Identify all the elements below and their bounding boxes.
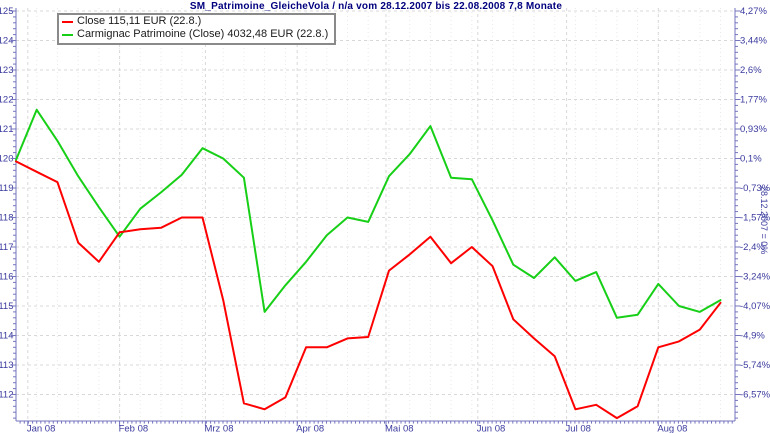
svg-text:115: 115 bbox=[0, 301, 14, 312]
svg-text:Aug 08: Aug 08 bbox=[657, 424, 687, 433]
svg-text:118: 118 bbox=[0, 213, 14, 224]
svg-text:-0,73%: -0,73% bbox=[740, 183, 770, 194]
svg-text:0,1%: 0,1% bbox=[740, 154, 762, 165]
svg-text:119: 119 bbox=[0, 183, 14, 194]
svg-text:122: 122 bbox=[0, 95, 14, 106]
svg-text:2,6%: 2,6% bbox=[740, 65, 762, 76]
svg-text:123: 123 bbox=[0, 65, 14, 76]
svg-text:Apr 08: Apr 08 bbox=[296, 424, 324, 433]
svg-text:4,27%: 4,27% bbox=[740, 6, 767, 17]
svg-text:0,93%: 0,93% bbox=[740, 124, 767, 135]
svg-text:114: 114 bbox=[0, 331, 14, 342]
svg-text:113: 113 bbox=[0, 360, 14, 371]
svg-text:124: 124 bbox=[0, 36, 14, 47]
svg-text:-1,57%: -1,57% bbox=[740, 213, 770, 224]
svg-text:1,77%: 1,77% bbox=[740, 95, 767, 106]
svg-text:-3,24%: -3,24% bbox=[740, 272, 770, 283]
svg-text:117: 117 bbox=[0, 242, 14, 253]
svg-text:Jun 08: Jun 08 bbox=[477, 424, 506, 433]
svg-text:Feb 08: Feb 08 bbox=[119, 424, 149, 433]
legend-swatch-red-line bbox=[62, 20, 73, 23]
chart-title: SM_Patrimoine_GleicheVola / n/a vom 28.1… bbox=[189, 1, 563, 12]
svg-text:-5,74%: -5,74% bbox=[740, 360, 770, 371]
legend-swatch-green-line bbox=[62, 33, 73, 36]
legend-label-green: Carmignac Patrimoine (Close) 4032,48 EUR… bbox=[77, 28, 329, 40]
svg-text:Mai 08: Mai 08 bbox=[385, 424, 414, 433]
svg-text:3,44%: 3,44% bbox=[740, 36, 767, 47]
svg-text:28.12.2007 = 0%: 28.12.2007 = 0% bbox=[759, 186, 769, 254]
svg-text:Jan 08: Jan 08 bbox=[27, 424, 56, 433]
legend-item: Close 115,11 EUR (22.8.) bbox=[62, 15, 328, 28]
svg-text:112: 112 bbox=[0, 390, 14, 401]
legend-label-red: Close 115,11 EUR (22.8.) bbox=[77, 15, 202, 27]
svg-text:Mrz 08: Mrz 08 bbox=[204, 424, 233, 433]
svg-text:121: 121 bbox=[0, 124, 14, 135]
svg-text:-2,4%: -2,4% bbox=[740, 242, 765, 253]
svg-text:125: 125 bbox=[0, 6, 14, 17]
svg-text:120: 120 bbox=[0, 154, 14, 165]
svg-text:-4,9%: -4,9% bbox=[740, 331, 765, 342]
legend: Close 115,11 EUR (22.8.) Carmignac Patri… bbox=[57, 13, 337, 45]
svg-text:Jul 08: Jul 08 bbox=[566, 424, 591, 433]
svg-text:116: 116 bbox=[0, 272, 14, 283]
svg-text:-4,07%: -4,07% bbox=[740, 301, 770, 312]
svg-text:-6,57%: -6,57% bbox=[740, 390, 770, 401]
legend-item: Carmignac Patrimoine (Close) 4032,48 EUR… bbox=[62, 28, 328, 41]
